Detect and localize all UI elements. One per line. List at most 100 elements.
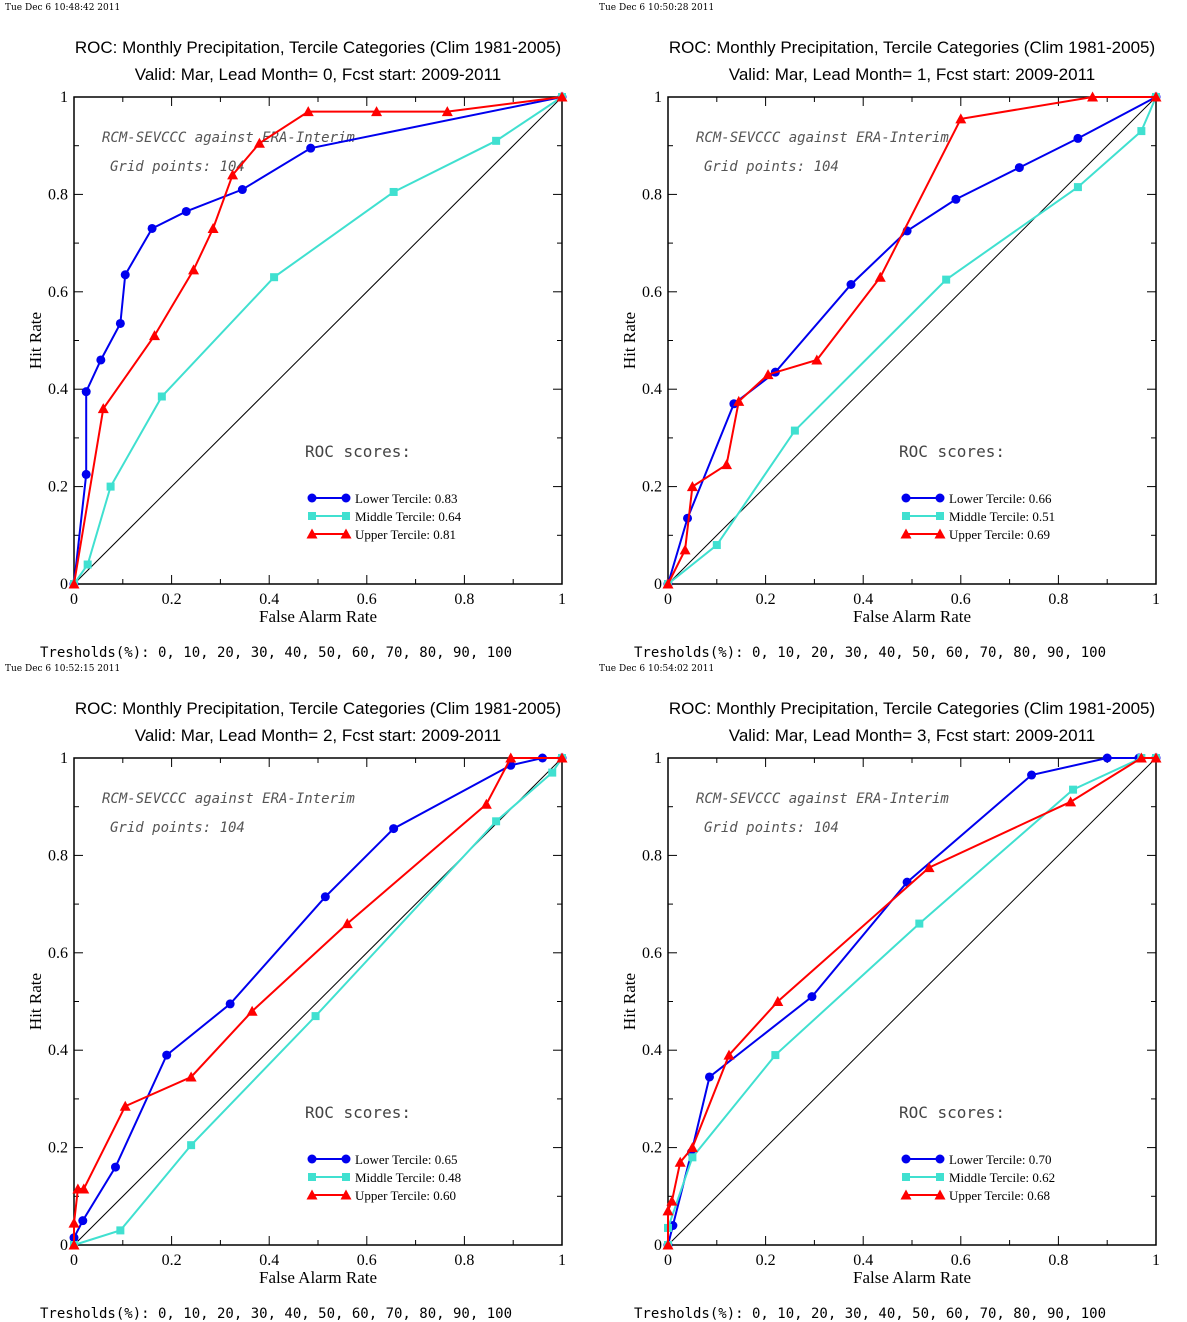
y-tick-label: 1: [60, 89, 68, 106]
data-point-upper: [1087, 91, 1099, 102]
data-point-lower: [306, 143, 316, 153]
thresholds-caption: Tresholds(%): 0, 10, 20, 30, 40, 50, 60,…: [634, 645, 1106, 661]
y-tick-label: 0.8: [48, 847, 68, 864]
annotation-source: RCM-SEVCCC against ERA-Interim: [696, 791, 949, 807]
legend-marker-lower: [901, 493, 911, 503]
data-point-upper: [119, 1100, 131, 1111]
data-point-upper: [1150, 752, 1162, 763]
x-axis-label: False Alarm Rate: [853, 1268, 971, 1287]
data-point-lower: [320, 892, 330, 902]
y-tick-label: 0.4: [642, 1042, 662, 1059]
x-tick-label: 1: [558, 591, 566, 608]
series-upper-tercile: [68, 91, 568, 589]
legend-marker-upper: [934, 528, 946, 539]
data-point-upper: [185, 1071, 197, 1082]
data-point-middle: [771, 1051, 780, 1060]
y-tick-label: 0: [60, 576, 68, 593]
legend-label-middle: Middle Tercile: 0.48: [355, 1170, 461, 1185]
data-point-upper: [480, 798, 492, 809]
chart-subtitle: Valid: Mar, Lead Month= 1, Fcst start: 2…: [729, 65, 1096, 84]
data-point-middle: [311, 1012, 320, 1021]
chart-title: ROC: Monthly Precipitation, Tercile Cate…: [75, 699, 561, 718]
data-point-upper: [371, 106, 383, 117]
series-upper-tercile: [662, 91, 1162, 589]
legend-label-middle: Middle Tercile: 0.64: [355, 509, 462, 524]
no-skill-diagonal: [73, 96, 563, 585]
data-point-upper: [188, 264, 200, 275]
chart-subtitle: Valid: Mar, Lead Month= 3, Fcst start: 2…: [729, 726, 1096, 745]
data-point-lower: [96, 355, 106, 365]
data-point-upper: [78, 1183, 90, 1194]
data-point-middle: [1137, 127, 1146, 136]
legend-marker-lower: [935, 493, 945, 503]
chart-title: ROC: Monthly Precipitation, Tercile Cate…: [75, 38, 561, 57]
y-tick-label: 0.2: [642, 1140, 662, 1157]
data-point-upper: [679, 544, 691, 555]
legend-marker-upper: [900, 1189, 912, 1200]
annotation-grid-points: Grid points: 104: [110, 159, 245, 175]
data-point-upper: [556, 752, 568, 763]
timestamp: Tue Dec 6 10:52:15 2011: [5, 664, 120, 674]
x-tick-label: 0.4: [853, 591, 873, 608]
x-tick-label: 0.2: [756, 591, 776, 608]
legend-marker-lower: [307, 493, 317, 503]
y-tick-label: 0.8: [642, 186, 662, 203]
legend-marker-upper: [340, 1189, 352, 1200]
x-tick-label: 1: [1152, 1252, 1160, 1269]
data-point-middle: [106, 482, 115, 491]
data-point-upper: [762, 369, 774, 380]
data-point-upper: [227, 169, 239, 180]
legend-label-lower: Lower Tercile: 0.83: [355, 491, 457, 506]
annotation-source: RCM-SEVCCC against ERA-Interim: [696, 130, 949, 146]
data-point-upper: [723, 1049, 735, 1060]
x-tick-label: 0.8: [1048, 1252, 1068, 1269]
x-axis-label: False Alarm Rate: [259, 607, 377, 626]
data-point-middle: [942, 275, 951, 284]
legend-marker-lower: [901, 1154, 911, 1164]
x-tick-label: 0: [70, 591, 78, 608]
legend-marker-lower: [307, 1154, 317, 1164]
data-point-upper: [923, 862, 935, 873]
data-point-lower: [225, 999, 235, 1009]
legend-label-upper: Upper Tercile: 0.68: [949, 1188, 1050, 1203]
x-tick-label: 1: [558, 1252, 566, 1269]
x-tick-label: 0: [70, 1252, 78, 1269]
y-tick-label: 1: [60, 750, 68, 767]
y-tick-label: 0.6: [48, 284, 68, 301]
data-point-upper: [874, 271, 886, 282]
data-point-lower: [81, 387, 91, 397]
data-point-lower: [389, 824, 399, 834]
data-point-upper: [686, 1142, 698, 1153]
y-tick-label: 0.8: [48, 186, 68, 203]
x-tick-label: 0.8: [454, 1252, 474, 1269]
no-skill-diagonal: [667, 757, 1157, 1246]
x-axis-label: False Alarm Rate: [259, 1268, 377, 1287]
y-tick-label: 0.2: [48, 1140, 68, 1157]
legend-marker-middle: [308, 512, 316, 520]
x-tick-label: 0.6: [951, 1252, 971, 1269]
x-tick-label: 0.2: [756, 1252, 776, 1269]
annotation-source: RCM-SEVCCC against ERA-Interim: [102, 130, 355, 146]
data-point-lower: [1102, 753, 1112, 763]
x-tick-label: 0.2: [162, 591, 182, 608]
x-tick-label: 0.2: [162, 1252, 182, 1269]
series-line-lower: [667, 96, 1157, 585]
data-point-middle: [492, 136, 501, 145]
legend-label-lower: Lower Tercile: 0.65: [355, 1152, 457, 1167]
y-axis-label: Hit Rate: [620, 973, 639, 1030]
chart-subtitle: Valid: Mar, Lead Month= 0, Fcst start: 2…: [135, 65, 502, 84]
x-tick-label: 0.6: [357, 1252, 377, 1269]
roc-scores-title: ROC scores:: [899, 442, 1005, 461]
legend-label-upper: Upper Tercile: 0.69: [949, 527, 1050, 542]
chart-title: ROC: Monthly Precipitation, Tercile Cate…: [669, 699, 1155, 718]
data-point-middle: [915, 919, 924, 928]
data-point-upper: [246, 1005, 258, 1016]
data-point-lower: [704, 1072, 714, 1082]
data-point-middle: [187, 1141, 196, 1150]
y-tick-label: 0.4: [48, 1042, 68, 1059]
data-point-upper: [1150, 91, 1162, 102]
data-point-lower: [1027, 770, 1037, 780]
x-axis-label: False Alarm Rate: [853, 607, 971, 626]
data-point-upper: [1065, 796, 1077, 807]
legend-label-lower: Lower Tercile: 0.70: [949, 1152, 1051, 1167]
